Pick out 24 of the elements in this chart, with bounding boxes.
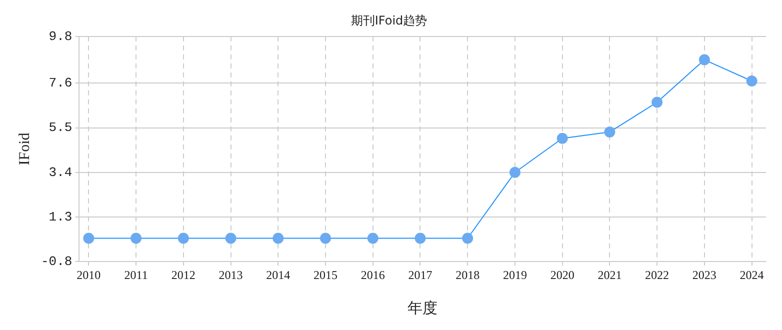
y-tick-label: 5.5: [48, 120, 72, 136]
chart-title: 期刊IFoid趋势: [350, 13, 428, 28]
x-tick-label: 2015: [314, 268, 338, 282]
x-tick-label: 2013: [218, 268, 243, 282]
x-tick-label: 2021: [598, 268, 622, 282]
x-tick-label: 2022: [645, 268, 670, 282]
x-tick-label: 2016: [360, 268, 385, 282]
x-tick-label: 2018: [456, 268, 480, 282]
x-tick-label: 2011: [124, 268, 148, 282]
y-tick-label: 1.3: [48, 209, 72, 224]
y-axis-title: IFoid: [16, 132, 33, 166]
x-tick-label: 2024: [740, 268, 764, 282]
y-tick-label: 3.4: [48, 164, 72, 180]
x-tick-label: 2017: [408, 268, 432, 282]
x-tick-label: 2020: [550, 268, 574, 282]
x-tick-label: 2010: [76, 268, 101, 282]
x-tick-label: 2023: [692, 268, 716, 282]
x-tick-label: 2012: [171, 268, 196, 282]
x-tick-label: 2014: [266, 268, 290, 282]
x-axis-title: 年度: [408, 300, 438, 317]
x-tick-label: 2019: [502, 268, 527, 282]
y-tick-label: 7.6: [48, 76, 72, 91]
y-tick-label: 9.8: [48, 28, 72, 44]
y-tick-label: -0.8: [40, 254, 72, 270]
